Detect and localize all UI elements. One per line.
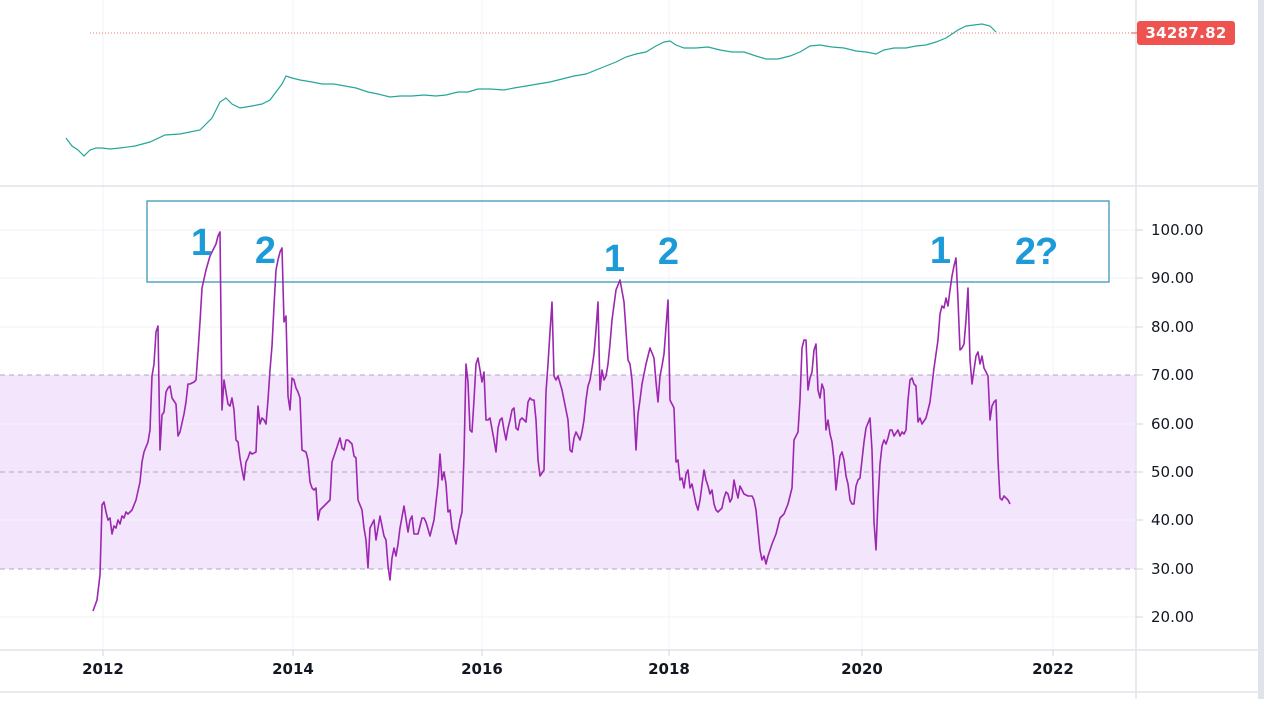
x-axis-ticks (102, 650, 1054, 656)
x-axis-label-2022: 2022 (1032, 660, 1074, 678)
annotation-peak-2-2013: 2 (254, 230, 276, 272)
y-axis-label-70: 70.00 (1151, 366, 1194, 384)
highlight-box (146, 200, 1110, 283)
y-axis-label-50: 50.00 (1151, 463, 1194, 481)
rsi-band-lines (0, 374, 1136, 570)
x-axis-label-2016: 2016 (461, 660, 503, 678)
x-axis-label-2018: 2018 (648, 660, 690, 678)
y-axis-label-40: 40.00 (1151, 511, 1194, 529)
y-axis-label-20: 20.00 (1151, 608, 1194, 626)
y-axis-label-30: 30.00 (1151, 560, 1194, 578)
annotation-peak-1-2021: 1 (929, 230, 951, 272)
y-axis-ticks (1136, 229, 1143, 618)
annotation-peak-2-2017: 2 (657, 231, 679, 273)
last-price-badge: 34287.82 (1137, 21, 1235, 45)
y-axis-label-80: 80.00 (1151, 318, 1194, 336)
annotation-peak-1-2013: 1 (190, 222, 212, 264)
y-axis-label-60: 60.00 (1151, 415, 1194, 433)
annotation-peak-2-question: 2? (1014, 231, 1058, 273)
price-candles (65, 23, 997, 157)
x-axis-label-2012: 2012 (82, 660, 124, 678)
right-scrollbar-strip[interactable] (1258, 0, 1264, 699)
y-axis-label-100: 100.00 (1151, 221, 1204, 239)
rsi-line (92, 231, 1011, 612)
x-axis-label-2014: 2014 (272, 660, 314, 678)
annotation-peak-1-2017: 1 (603, 238, 625, 280)
x-axis-label-2020: 2020 (841, 660, 883, 678)
y-axis-label-90: 90.00 (1151, 269, 1194, 287)
